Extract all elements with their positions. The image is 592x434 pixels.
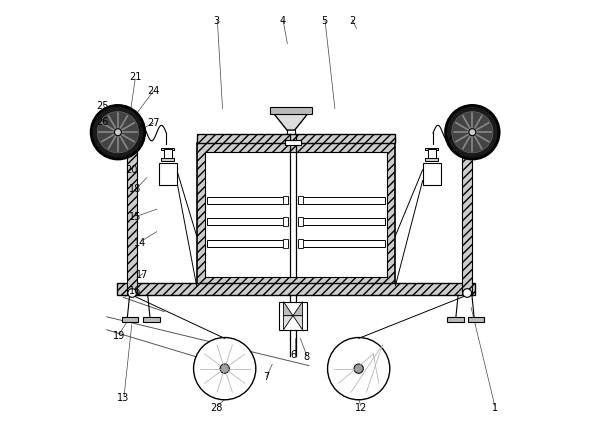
Bar bbox=[117, 283, 475, 296]
Text: 3: 3 bbox=[213, 16, 219, 26]
Text: 17: 17 bbox=[136, 269, 148, 279]
Bar bbox=[282, 240, 288, 248]
Text: 25: 25 bbox=[96, 101, 108, 111]
Circle shape bbox=[469, 129, 476, 136]
Bar bbox=[428, 150, 436, 159]
Bar bbox=[468, 317, 484, 322]
Circle shape bbox=[91, 106, 144, 160]
Text: 14: 14 bbox=[134, 237, 147, 247]
Bar bbox=[298, 196, 303, 205]
Text: 20: 20 bbox=[126, 164, 138, 174]
Text: 26: 26 bbox=[96, 117, 108, 127]
Bar bbox=[298, 240, 303, 248]
Bar bbox=[425, 148, 438, 151]
Bar bbox=[282, 218, 288, 227]
Polygon shape bbox=[284, 316, 293, 330]
Circle shape bbox=[354, 364, 363, 373]
Bar bbox=[207, 219, 288, 226]
Circle shape bbox=[128, 289, 137, 298]
Text: 19: 19 bbox=[112, 331, 125, 341]
Text: 15: 15 bbox=[129, 212, 141, 222]
Bar bbox=[207, 240, 288, 247]
Text: 13: 13 bbox=[117, 392, 129, 402]
Bar bbox=[298, 218, 303, 227]
Circle shape bbox=[97, 112, 139, 154]
Bar bbox=[143, 317, 160, 322]
Text: 18: 18 bbox=[129, 184, 141, 194]
Circle shape bbox=[446, 106, 499, 160]
Bar bbox=[124, 120, 140, 129]
Text: 21: 21 bbox=[129, 72, 141, 82]
Text: 8: 8 bbox=[304, 351, 310, 361]
Bar bbox=[279, 302, 307, 330]
Text: 16: 16 bbox=[129, 285, 141, 295]
Circle shape bbox=[220, 364, 229, 373]
Bar bbox=[122, 317, 139, 322]
Bar bbox=[298, 197, 385, 204]
Text: 6: 6 bbox=[291, 349, 297, 359]
Bar bbox=[423, 164, 441, 185]
Text: 28: 28 bbox=[211, 402, 223, 412]
Bar bbox=[161, 159, 174, 162]
Text: 5: 5 bbox=[321, 16, 327, 26]
Bar bbox=[197, 135, 395, 144]
Text: 7: 7 bbox=[263, 372, 270, 381]
Circle shape bbox=[114, 129, 121, 136]
Circle shape bbox=[463, 289, 471, 298]
Bar bbox=[298, 219, 385, 226]
Bar bbox=[197, 144, 395, 286]
Polygon shape bbox=[293, 316, 303, 330]
Bar bbox=[207, 197, 288, 204]
Text: 12: 12 bbox=[355, 402, 367, 412]
Bar bbox=[127, 129, 137, 296]
Bar bbox=[159, 164, 176, 185]
Text: 24: 24 bbox=[147, 86, 160, 96]
Bar bbox=[205, 152, 387, 277]
Bar bbox=[462, 129, 472, 296]
Text: 27: 27 bbox=[147, 118, 160, 128]
Bar bbox=[285, 141, 301, 146]
Circle shape bbox=[452, 112, 493, 154]
Circle shape bbox=[327, 338, 390, 400]
Bar bbox=[282, 196, 288, 205]
Bar bbox=[425, 159, 438, 162]
Text: 4: 4 bbox=[279, 16, 285, 26]
Bar bbox=[269, 108, 312, 115]
Bar bbox=[448, 317, 464, 322]
Bar bbox=[161, 148, 174, 151]
Polygon shape bbox=[293, 302, 303, 316]
Text: 2: 2 bbox=[349, 16, 355, 26]
Polygon shape bbox=[271, 112, 310, 131]
Bar bbox=[164, 150, 172, 159]
Polygon shape bbox=[284, 302, 293, 316]
Text: 1: 1 bbox=[492, 402, 498, 412]
Bar bbox=[459, 120, 475, 129]
Circle shape bbox=[194, 338, 256, 400]
Bar bbox=[298, 240, 385, 247]
